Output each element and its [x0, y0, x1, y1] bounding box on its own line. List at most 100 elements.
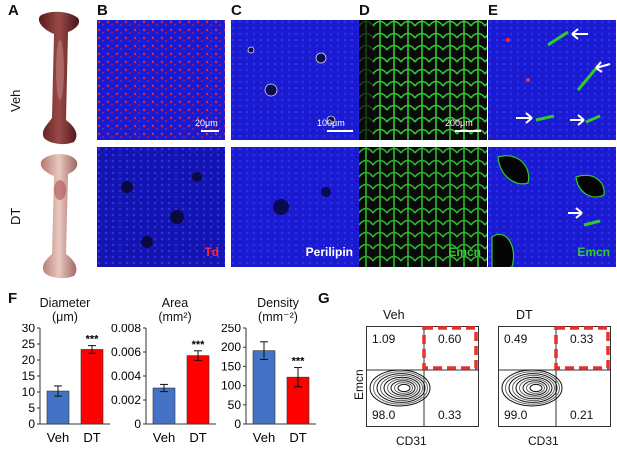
y-tick-label: 20 — [22, 353, 36, 367]
micrograph-d-dt: Emcn — [359, 147, 487, 267]
scale-label-c: 100μm — [317, 118, 345, 128]
facs-dt-lower-right: 0.21 — [570, 408, 594, 422]
facs-xlabel-veh: CD31 — [396, 434, 427, 448]
contour-line — [376, 373, 426, 403]
chart-density: 0 50 100 150 200 250 Veh DT *** — [221, 324, 316, 445]
scale-label-b: 20μm — [195, 118, 218, 128]
y-tick-label: 250 — [221, 324, 241, 335]
y-tick-label: 0 — [234, 417, 241, 431]
chart-diameter-title: Diameter (μm) — [30, 296, 100, 324]
facs-dt-upper-right: 0.33 — [570, 332, 594, 346]
stain-label-emcn-d: Emcn — [448, 245, 481, 259]
stain-label-emcn-e: Emcn — [577, 245, 610, 259]
micrograph-d-dt-image — [359, 147, 487, 267]
panel-label-a: A — [8, 2, 19, 19]
x-tick-label: Veh — [153, 430, 175, 445]
y-tick-label: 5 — [28, 401, 35, 415]
facs-dt-upper-left: 0.49 — [504, 332, 528, 346]
contour-line — [522, 380, 548, 396]
scale-label-d: 200μm — [445, 118, 473, 128]
contour-line — [394, 382, 413, 394]
micrograph-e-dt: Emcn — [488, 147, 616, 267]
y-tick-label: 0.004 — [111, 369, 141, 383]
chart-area-title: Area (mm²) — [140, 296, 210, 324]
bar-dt — [186, 355, 210, 425]
chart-density-title: Density (mm⁻²) — [240, 296, 316, 324]
facs-title-dt: DT — [516, 308, 533, 322]
contour-line — [529, 383, 543, 393]
x-tick-label: DT — [289, 430, 306, 445]
significance-marker: *** — [86, 334, 100, 346]
facs-veh-lower-left: 98.0 — [372, 408, 396, 422]
x-tick-label: Veh — [47, 430, 69, 445]
contour-line — [383, 376, 421, 400]
contour-line — [512, 374, 555, 402]
y-tick-label: 0.008 — [111, 324, 141, 335]
row-label-dt: DT — [8, 207, 23, 225]
stain-label-perilipin: Perilipin — [305, 245, 353, 259]
y-tick-label: 100 — [221, 379, 241, 393]
chart-area: 0 0.002 0.004 0.006 0.008 Veh DT *** — [111, 324, 216, 445]
y-tick-label: 0 — [28, 417, 35, 431]
micrograph-c-dt-image — [231, 147, 359, 267]
micrograph-e-dt-image — [488, 147, 616, 267]
scale-bar-c — [327, 130, 353, 132]
contour-line — [508, 373, 558, 403]
facs-dt-lower-left: 99.0 — [504, 408, 528, 422]
facs-ylabel: Emcn — [352, 369, 366, 400]
chart-diameter: 0 5 10 15 20 25 30 Veh DT *** — [22, 324, 110, 445]
x-tick-label: DT — [189, 430, 206, 445]
chart-area-unit: (mm²) — [158, 310, 192, 324]
facs-plot-dt — [498, 326, 611, 427]
y-tick-label: 10 — [22, 385, 36, 399]
micrograph-d-veh: 200μm — [359, 20, 487, 140]
contour-line — [390, 380, 416, 396]
x-tick-label: Veh — [253, 430, 275, 445]
bone-photo-veh — [38, 11, 80, 145]
panel-label-b: B — [97, 2, 108, 19]
y-tick-label: 25 — [22, 337, 36, 351]
x-tick-label: DT — [83, 430, 100, 445]
chart-area-title-text: Area — [161, 296, 189, 310]
micrograph-d-veh-image — [359, 20, 487, 140]
micrograph-b-dt-image — [97, 147, 225, 267]
gate-highlight-box — [554, 326, 610, 370]
bone-photo-dt — [40, 154, 78, 279]
bar-veh — [152, 387, 176, 425]
chart-diameter-title-text: Diameter — [39, 296, 91, 310]
chart-density-title-text: Density — [257, 296, 299, 310]
micrograph-b-veh: 20μm — [97, 20, 225, 140]
y-tick-label: 0.002 — [111, 393, 141, 407]
row-label-veh: Veh — [8, 89, 23, 112]
facs-veh-lower-right: 0.33 — [438, 408, 462, 422]
micrograph-e-veh — [488, 20, 616, 140]
contour-line — [505, 371, 560, 405]
contour-line — [519, 378, 550, 398]
micrograph-e-veh-image — [488, 20, 616, 140]
chart-diameter-unit: (μm) — [52, 310, 78, 324]
y-tick-label: 0 — [134, 417, 141, 431]
y-tick-label: 30 — [22, 324, 36, 335]
micrograph-c-veh: 100μm — [231, 20, 359, 140]
facs-veh-upper-left: 1.09 — [372, 332, 396, 346]
stain-label-td: Td — [204, 245, 219, 259]
contour-line — [526, 382, 545, 394]
contour-line — [373, 371, 428, 405]
micrograph-c-dt: Perilipin — [231, 147, 359, 267]
y-tick-label: 50 — [228, 398, 242, 412]
contour-line — [515, 376, 553, 400]
micrograph-b-veh-image — [97, 20, 225, 140]
bar-veh — [252, 350, 276, 425]
scale-bar-b — [201, 130, 219, 132]
panel-label-d: D — [359, 2, 370, 19]
scale-bar-d — [455, 130, 481, 132]
panel-label-g: G — [318, 290, 330, 307]
facs-plot-veh — [366, 326, 479, 427]
facs-veh-upper-right: 0.60 — [438, 332, 462, 346]
contour-line — [369, 369, 431, 407]
significance-marker: *** — [192, 339, 206, 351]
gate-highlight-box — [422, 326, 478, 370]
chart-density-unit: (mm⁻²) — [258, 310, 298, 324]
panel-label-c: C — [231, 2, 242, 19]
facs-title-veh: Veh — [383, 308, 405, 322]
